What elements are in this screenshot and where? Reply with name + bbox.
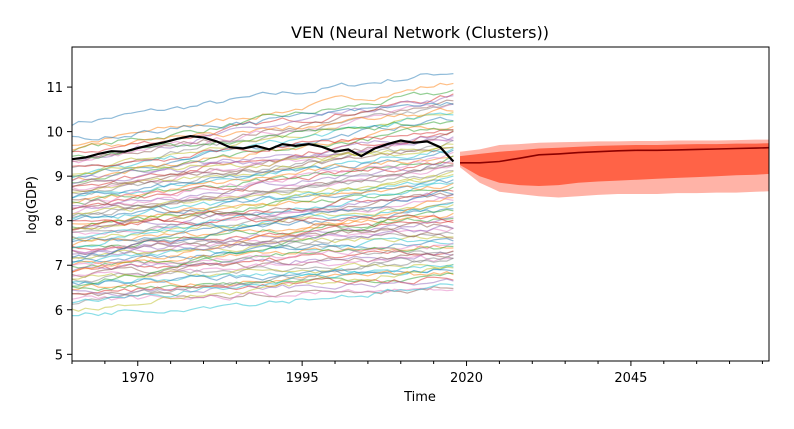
y-tick-label: 10	[46, 126, 63, 141]
background-series-line	[72, 250, 454, 273]
background-series-line	[72, 237, 454, 263]
x-tick-label: 2020	[450, 371, 483, 386]
background-series-line	[72, 263, 454, 286]
y-tick-label: 7	[55, 259, 63, 274]
background-series-line	[72, 208, 454, 287]
background-series-line	[72, 179, 454, 222]
background-series-line	[72, 73, 454, 126]
background-series-line	[72, 256, 454, 305]
background-series-line	[72, 103, 454, 164]
background-series-line	[72, 175, 454, 220]
background-series-line	[72, 161, 454, 210]
background-series-line	[72, 202, 454, 241]
background-series-line	[72, 192, 454, 231]
background-series-line	[72, 197, 454, 239]
background-series-group	[72, 73, 454, 317]
background-series-line	[72, 89, 454, 153]
y-tick-label: 9	[55, 170, 63, 185]
background-series-line	[72, 101, 454, 141]
background-series-line	[72, 217, 454, 249]
background-series-line	[72, 128, 454, 168]
background-series-line	[72, 197, 454, 235]
y-axis-label: log(GDP)	[25, 176, 40, 234]
x-tick-label: 1995	[286, 371, 319, 386]
y-axis: 5 6 7 8 9 10 11	[46, 81, 72, 363]
background-series-line	[72, 99, 454, 163]
background-series-line	[72, 182, 454, 249]
y-tick-label: 6	[55, 304, 63, 319]
background-series-line	[72, 234, 454, 260]
main-series-group	[72, 134, 769, 164]
background-series-line	[72, 112, 454, 179]
y-tick-label: 8	[55, 215, 63, 230]
background-series-line	[72, 189, 454, 259]
x-tick-label: 2045	[614, 371, 647, 386]
background-series-line	[72, 237, 454, 264]
background-series-line	[72, 139, 454, 195]
background-series-line	[72, 102, 454, 169]
background-series-line	[72, 287, 454, 301]
background-series-line	[72, 155, 454, 204]
background-series-line	[72, 208, 454, 243]
forecast-bands-group	[460, 139, 769, 198]
background-series-line	[72, 235, 454, 256]
y-tick-label: 5	[55, 348, 63, 363]
background-series-line	[72, 214, 454, 227]
plot-frame	[71, 46, 770, 362]
background-series-line	[72, 266, 454, 312]
background-series-line	[72, 82, 454, 146]
background-series-line	[72, 242, 454, 267]
background-series-line	[72, 135, 454, 182]
inner-interval-band	[460, 143, 769, 186]
ven-line	[72, 134, 455, 163]
forecast-median-line	[460, 146, 769, 164]
background-series-line	[72, 257, 454, 283]
background-series-line	[72, 204, 454, 242]
background-series-line	[72, 276, 454, 295]
background-series-line	[72, 165, 454, 217]
background-series-line	[72, 147, 454, 177]
background-series-line	[72, 107, 454, 151]
y-tick-label: 11	[46, 81, 63, 96]
background-series-line	[72, 93, 454, 154]
background-series-line	[72, 170, 454, 230]
background-series-line	[72, 182, 454, 226]
background-series-line	[72, 151, 454, 209]
x-axis: 1970 1995 2020 2045	[71, 361, 763, 386]
chart-title: VEN (Neural Network (Clusters))	[291, 23, 549, 42]
background-series-line	[72, 283, 454, 317]
background-series-line	[72, 225, 454, 256]
x-tick-label: 1970	[121, 371, 154, 386]
x-axis-label: Time	[403, 390, 436, 405]
background-series-line	[72, 147, 454, 199]
background-series-line	[72, 197, 454, 273]
background-series-line	[72, 264, 454, 304]
background-series-line	[72, 159, 454, 210]
plot-area	[72, 73, 769, 317]
background-series-line	[72, 186, 454, 229]
background-series-line	[72, 252, 454, 278]
